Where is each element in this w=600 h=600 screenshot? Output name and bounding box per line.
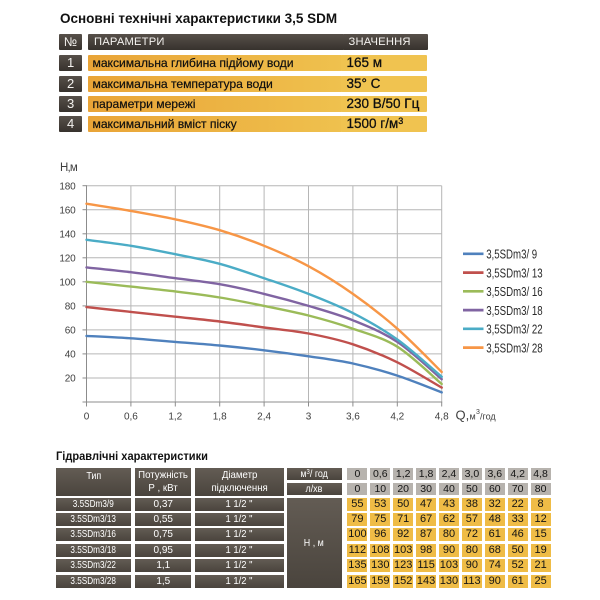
svg-text:3: 3 bbox=[476, 409, 480, 416]
svg-text:3,5SDm3/ 13: 3,5SDm3/ 13 bbox=[486, 265, 543, 280]
svg-text:3: 3 bbox=[306, 412, 312, 423]
svg-text:Н,м: Н,м bbox=[60, 162, 78, 174]
svg-text:3,5SDm3/ 9: 3,5SDm3/ 9 bbox=[486, 247, 537, 262]
svg-text:3,5SDm3/ 28: 3,5SDm3/ 28 bbox=[486, 340, 543, 355]
svg-text:160: 160 bbox=[59, 205, 76, 216]
svg-text:1,8: 1,8 bbox=[213, 412, 227, 423]
svg-text:3,5SDm3/ 22: 3,5SDm3/ 22 bbox=[486, 322, 543, 337]
svg-text:0: 0 bbox=[84, 412, 90, 423]
svg-text:0,6: 0,6 bbox=[124, 412, 138, 423]
svg-text:120: 120 bbox=[59, 253, 76, 264]
svg-text:/год: /год bbox=[480, 411, 496, 421]
svg-text:3,6: 3,6 bbox=[346, 412, 360, 423]
svg-text:1,2: 1,2 bbox=[168, 412, 182, 423]
svg-text:3,5SDm3/ 16: 3,5SDm3/ 16 bbox=[486, 284, 543, 299]
svg-text:м: м bbox=[470, 411, 476, 421]
svg-text:100: 100 bbox=[59, 277, 76, 288]
svg-text:180: 180 bbox=[59, 181, 76, 192]
svg-text:40: 40 bbox=[65, 350, 76, 361]
svg-text:4,2: 4,2 bbox=[390, 412, 404, 423]
svg-text:Q,: Q, bbox=[456, 407, 470, 422]
svg-text:4,8: 4,8 bbox=[435, 412, 449, 423]
svg-text:20: 20 bbox=[65, 374, 76, 385]
svg-text:140: 140 bbox=[59, 229, 76, 240]
svg-text:80: 80 bbox=[65, 302, 76, 313]
svg-text:2,4: 2,4 bbox=[257, 412, 271, 423]
svg-text:3,5SDm3/ 18: 3,5SDm3/ 18 bbox=[486, 303, 543, 318]
svg-text:60: 60 bbox=[65, 326, 76, 337]
